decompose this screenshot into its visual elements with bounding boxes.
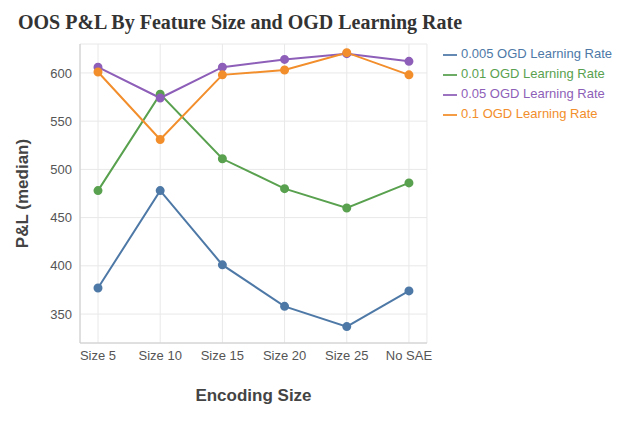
html-text:0.1 OGD Learning Rate: 0.1 OGD Learning Rate <box>461 106 598 121</box>
svg-text:550: 550 <box>50 114 72 129</box>
svg-text:500: 500 <box>50 162 72 177</box>
svg-text:Size 15: Size 15 <box>201 348 244 363</box>
svg-text:Size 10: Size 10 <box>139 348 182 363</box>
html-text:OOS P&L By Feature Size and OG: OOS P&L By Feature Size and OGD Learning… <box>18 11 463 33</box>
svg-text:Size 20: Size 20 <box>263 348 306 363</box>
svg-text:Size 5: Size 5 <box>80 348 116 363</box>
svg-text:Size 25: Size 25 <box>325 348 368 363</box>
svg-text:No SAE: No SAE <box>386 348 433 363</box>
svg-text:P&L (median): P&L (median) <box>13 139 32 248</box>
html-text:0.005 OGD Learning Rate: 0.005 OGD Learning Rate <box>461 46 612 61</box>
html-text:0.05 OGD Learning Rate: 0.05 OGD Learning Rate <box>461 86 605 101</box>
svg-text:450: 450 <box>50 210 72 225</box>
svg-text:600: 600 <box>50 66 72 81</box>
html-text:0.01 OGD Learning Rate: 0.01 OGD Learning Rate <box>461 66 605 81</box>
svg-text:350: 350 <box>50 307 72 322</box>
svg-text:400: 400 <box>50 258 72 273</box>
svg-text:Encoding Size: Encoding Size <box>195 386 311 405</box>
